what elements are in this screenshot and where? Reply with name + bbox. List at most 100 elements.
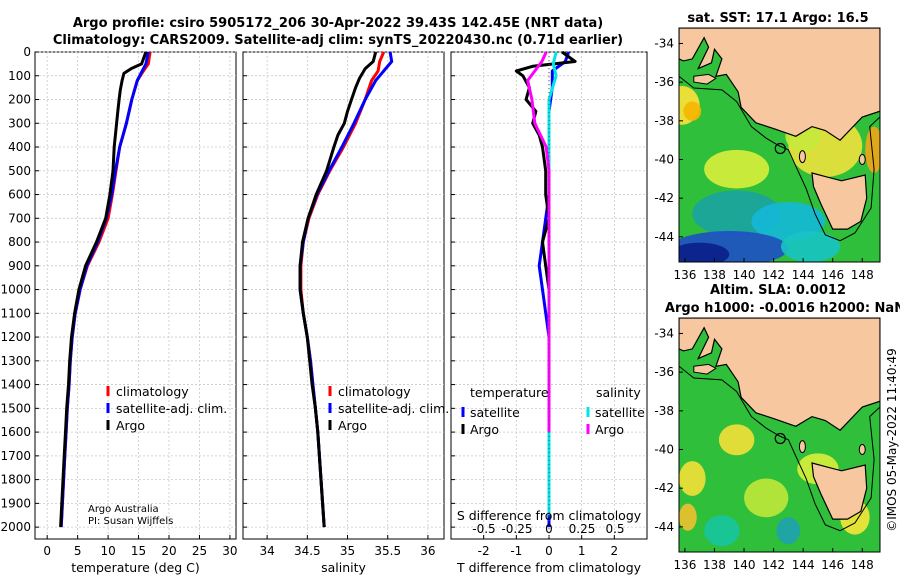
map-x-tick-label: 136 xyxy=(673,268,696,282)
legend-label: Argo xyxy=(595,422,624,437)
map-x-tick-label: 140 xyxy=(733,268,756,282)
y-tick-label: 1800 xyxy=(0,473,31,487)
map-content xyxy=(679,28,880,262)
x-tick-label-top: 0.25 xyxy=(569,522,596,536)
y-tick-label: 600 xyxy=(8,188,31,202)
field-patch xyxy=(744,478,789,518)
map-y-tick-label: -34 xyxy=(654,326,674,340)
x-tick-label: 34 xyxy=(259,544,274,558)
y-tick-label: 1600 xyxy=(0,425,31,439)
y-tick-label: 700 xyxy=(8,211,31,225)
field-patch xyxy=(683,101,702,121)
field-patch xyxy=(704,515,740,547)
x-tick-label: 0 xyxy=(545,544,553,558)
flinders-island xyxy=(858,444,866,456)
map-x-tick-label: 140 xyxy=(733,558,756,572)
series-line-argo xyxy=(298,51,378,528)
salinity-panel: 34 34.5 35 35.5 36 salinity climatology satelli… xyxy=(242,51,449,575)
x-tick-label: 35.5 xyxy=(374,544,401,558)
legend-label: Argo xyxy=(470,422,499,437)
y-tick-label: 100 xyxy=(8,69,31,83)
kangaroo-island xyxy=(693,73,717,85)
legend-label: Argo xyxy=(116,418,145,433)
field-patch xyxy=(776,517,801,545)
y-tick-label: 2000 xyxy=(0,520,31,534)
temperature-panel: 0100200300400500600700800900100011001200… xyxy=(0,45,237,575)
map-title: sat. SST: 17.1 Argo: 16.5 xyxy=(687,11,868,26)
credit-line2: PI: Susan Wijffels xyxy=(88,516,173,527)
x-tick-label-top: -0.25 xyxy=(501,522,532,536)
y-tick-label: 1900 xyxy=(0,496,31,510)
legend-label: satellite-adj. clim. xyxy=(116,401,227,416)
plot-frame xyxy=(242,51,445,540)
map-y-tick-label: -36 xyxy=(654,365,674,379)
x-tick-label: 10 xyxy=(100,544,115,558)
x-tick-label: 15 xyxy=(131,544,146,558)
x-tick-label: 35 xyxy=(340,544,355,558)
x-tick-label: 36 xyxy=(420,544,435,558)
imos-stamp: ©IMOS 05-May-2022 11:40:49 xyxy=(885,348,899,532)
kangaroo-island xyxy=(693,363,717,375)
y-tick-label: 1000 xyxy=(0,283,31,297)
x-tick-label-top: 0 xyxy=(545,522,553,536)
credit-line1: Argo Australia xyxy=(88,504,159,515)
x-tick-label: -1 xyxy=(510,544,522,558)
map-x-tick-label: 144 xyxy=(792,558,815,572)
map-x-tick-label: 148 xyxy=(851,558,874,572)
map-x-tick-label: 138 xyxy=(703,268,726,282)
map-x-tick-label: 136 xyxy=(673,558,696,572)
difference-panel: -2 -1 0 1 2 T difference from climatology temp… xyxy=(450,50,648,575)
map-frame xyxy=(678,27,881,263)
y-tick-label: 500 xyxy=(8,164,31,178)
x-tick-label: 2 xyxy=(611,544,619,558)
y-tick-label: 0 xyxy=(23,45,31,59)
map-subtitle: Argo h1000: -0.0016 h2000: NaN xyxy=(665,301,900,316)
x-tick-label: -2 xyxy=(478,544,490,558)
y-tick-label: 200 xyxy=(8,93,31,107)
y-tick-label: 400 xyxy=(8,140,31,154)
map-y-tick-label: -38 xyxy=(654,114,674,128)
legend-label: climatology xyxy=(116,384,189,399)
map-y-tick-label: -38 xyxy=(654,404,674,418)
field-patch xyxy=(679,503,697,531)
field-patch xyxy=(865,126,880,174)
legend-label: Argo xyxy=(338,418,367,433)
map-x-tick-label: 142 xyxy=(762,268,785,282)
map-y-tick-label: -40 xyxy=(654,443,674,457)
map-y-tick-label: -40 xyxy=(654,153,674,167)
x-tick-label: 1 xyxy=(578,544,586,558)
y-tick-label: 1400 xyxy=(0,378,31,392)
x-tick-label: 5 xyxy=(74,544,82,558)
x-tick-label-top: 0.5 xyxy=(605,522,624,536)
map-y-tick-label: -42 xyxy=(654,481,674,495)
field-patch xyxy=(704,149,770,189)
field-patch xyxy=(718,424,755,456)
x-tick-label: 0 xyxy=(43,544,51,558)
king-island xyxy=(798,440,806,454)
legend-label: satellite xyxy=(470,405,520,420)
legend-title-temperature: temperature xyxy=(470,385,549,400)
figure-title-line2: Climatology: CARS2009. Satellite-adj cli… xyxy=(53,33,623,48)
x-axis-label: T difference from climatology xyxy=(456,560,642,575)
x-tick-label: 20 xyxy=(161,544,176,558)
map-frame xyxy=(678,317,881,553)
x-axis-label-top: S difference from climatology xyxy=(457,508,642,523)
king-island xyxy=(798,150,806,164)
y-tick-label: 800 xyxy=(8,235,31,249)
series-line-salinity-argo xyxy=(526,51,551,433)
mainland-land xyxy=(679,28,880,141)
y-tick-label: 1200 xyxy=(0,330,31,344)
mainland-land xyxy=(679,318,880,431)
series-line-argo xyxy=(59,51,148,528)
map-y-tick-label: -44 xyxy=(654,230,674,244)
y-tick-label: 900 xyxy=(8,259,31,273)
map-y-tick-label: -44 xyxy=(654,520,674,534)
y-tick-label: 1100 xyxy=(0,306,31,320)
x-tick-label: 25 xyxy=(192,544,207,558)
legend-title-salinity: salinity xyxy=(596,385,641,400)
sla-map: 136 138 140 142 144 146 148 -34 -36 -38 -40 -42 -44 A… xyxy=(654,283,900,572)
y-tick-label: 300 xyxy=(8,116,31,130)
flinders-island xyxy=(858,154,866,166)
field-patch xyxy=(679,461,706,496)
